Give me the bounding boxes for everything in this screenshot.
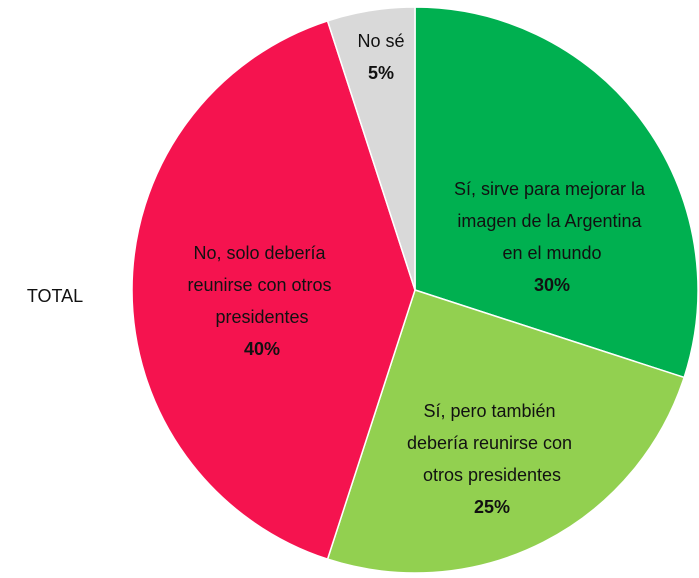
pie-slice [326, 289, 686, 574]
slice-value-label: 25% [474, 497, 510, 517]
slice-label: No, solo debería reunirse con otros pres… [187, 243, 336, 327]
slice-value-label: 40% [244, 339, 280, 359]
pie-slice [326, 6, 416, 291]
slice-label: Sí, pero también debería reunirse con ot… [407, 401, 577, 485]
slice-label: Sí, sirve para mejorar la imagen de la A… [454, 179, 650, 263]
slice-value-label: 5% [368, 63, 394, 83]
slice-value-label: 30% [534, 275, 570, 295]
chart-title: TOTAL [27, 286, 83, 306]
pie-slice [414, 6, 699, 379]
pie-slice [131, 19, 416, 561]
slice-label: No sé [357, 31, 404, 51]
